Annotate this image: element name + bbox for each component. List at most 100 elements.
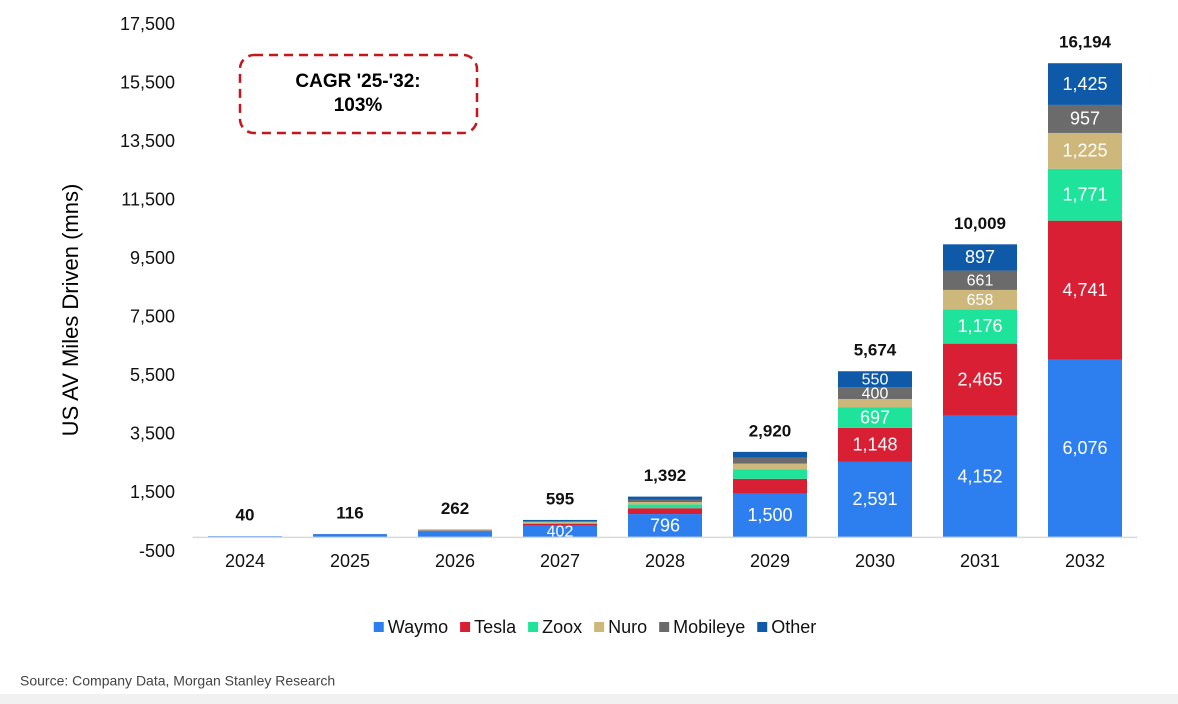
data-label: 1,148 xyxy=(852,434,897,454)
legend-label: Mobileye xyxy=(673,617,745,637)
x-tick-label: 2028 xyxy=(645,551,685,571)
bar-segment xyxy=(313,534,387,538)
bar-segment xyxy=(418,531,492,538)
data-label: 658 xyxy=(967,292,994,309)
total-label: 116 xyxy=(336,503,363,522)
y-tick-label: 15,500 xyxy=(120,72,175,92)
total-label: 5,674 xyxy=(854,341,897,360)
bar-segment xyxy=(1048,132,1122,169)
data-label: 1,500 xyxy=(747,505,792,525)
legend-label: Other xyxy=(771,617,816,637)
x-tick-label: 2032 xyxy=(1065,551,1105,571)
y-tick-label: 1,500 xyxy=(130,482,175,502)
x-tick-label: 2024 xyxy=(225,551,265,571)
source: Source: Company Data, Morgan Stanley Res… xyxy=(20,673,335,689)
annotation-box xyxy=(238,53,479,135)
y-tick-label: 3,500 xyxy=(130,424,175,444)
bar-segment xyxy=(1048,359,1122,538)
footer-strip xyxy=(0,694,1178,704)
bar-segment xyxy=(628,499,702,503)
data-label: 2,591 xyxy=(852,489,897,509)
bar-segment xyxy=(628,508,702,515)
bar-segment xyxy=(838,461,912,538)
x-tick-label: 2027 xyxy=(540,551,580,571)
bar-segment xyxy=(1048,168,1122,221)
legend-swatch xyxy=(460,622,471,632)
bar-segment xyxy=(523,522,597,524)
x-tick-label: 2025 xyxy=(330,551,370,571)
bar-segment xyxy=(838,399,912,408)
legend-swatch xyxy=(373,622,384,632)
total-label: 1,392 xyxy=(644,466,687,485)
legend-swatch xyxy=(528,622,539,632)
bar-segment xyxy=(943,289,1017,310)
bar-segment xyxy=(838,371,912,388)
total-label: 16,194 xyxy=(1059,33,1112,52)
bar-segment xyxy=(628,502,702,505)
legend-label: Nuro xyxy=(608,617,647,637)
legend-label: Zoox xyxy=(542,617,582,637)
bar-segment xyxy=(838,427,912,462)
data-label: 1,225 xyxy=(1062,141,1107,161)
data-label: 697 xyxy=(860,407,890,427)
data-label: 4,152 xyxy=(957,466,1002,486)
bar-segment xyxy=(733,493,807,538)
bar-segment xyxy=(838,387,912,400)
y-tick-label: 17,500 xyxy=(120,14,175,34)
bar-segment xyxy=(943,309,1017,344)
data-label: 796 xyxy=(650,515,680,535)
x-tick-label: 2029 xyxy=(750,551,790,571)
legend-swatch xyxy=(659,622,670,632)
bar-segment xyxy=(628,514,702,538)
x-tick-label: 2031 xyxy=(960,551,1000,571)
bar-segment xyxy=(523,521,597,522)
total-label: 2,920 xyxy=(749,421,792,440)
total-label: 40 xyxy=(236,506,255,525)
annotation: CAGR '25-'32: xyxy=(295,71,420,92)
y-axis-label: US AV Miles Driven (mns) xyxy=(58,184,83,437)
bar-segment xyxy=(523,521,597,523)
bar-segment xyxy=(733,478,807,494)
data-label: 897 xyxy=(965,247,995,267)
bar-segment xyxy=(838,407,912,428)
y-tick-label: 9,500 xyxy=(130,248,175,268)
data-label: 400 xyxy=(862,385,889,402)
bar-segment xyxy=(733,451,807,458)
annotation: 103% xyxy=(334,95,383,116)
bar-segment xyxy=(943,244,1017,271)
bar-segment xyxy=(943,415,1017,538)
total-label: 10,009 xyxy=(954,214,1006,233)
bar-segment xyxy=(523,525,597,538)
legend-swatch xyxy=(757,622,768,632)
data-label: 661 xyxy=(967,272,994,289)
bar-segment xyxy=(943,343,1017,416)
data-label: 6,076 xyxy=(1062,438,1107,458)
data-label: 2,465 xyxy=(957,369,1002,389)
data-label: 402 xyxy=(547,524,574,541)
data-label: 1,771 xyxy=(1062,184,1107,204)
legend-label: Waymo xyxy=(388,617,448,637)
data-label: 4,741 xyxy=(1062,280,1107,300)
bar-segment xyxy=(733,469,807,479)
bar-segment xyxy=(628,496,702,500)
bar-segment xyxy=(1048,104,1122,133)
bar-segment xyxy=(628,504,702,509)
bar-segment xyxy=(523,519,597,522)
total-label: 262 xyxy=(441,499,469,518)
y-tick-label: 7,500 xyxy=(130,307,175,327)
bar-segment xyxy=(733,463,807,470)
legend-swatch xyxy=(594,622,605,632)
x-tick-label: 2030 xyxy=(855,551,895,571)
data-label: 1,176 xyxy=(957,316,1002,336)
data-label: 957 xyxy=(1070,109,1100,129)
legend-label: Tesla xyxy=(474,617,517,637)
total-label: 595 xyxy=(546,489,574,508)
bar-segment xyxy=(943,270,1017,290)
data-label: 1,425 xyxy=(1062,74,1107,94)
bar-segment xyxy=(733,457,807,464)
bar-segment xyxy=(1048,220,1122,360)
bar-segment xyxy=(1048,63,1122,105)
y-tick-label: 5,500 xyxy=(130,365,175,385)
y-tick-label: 11,500 xyxy=(121,189,175,209)
